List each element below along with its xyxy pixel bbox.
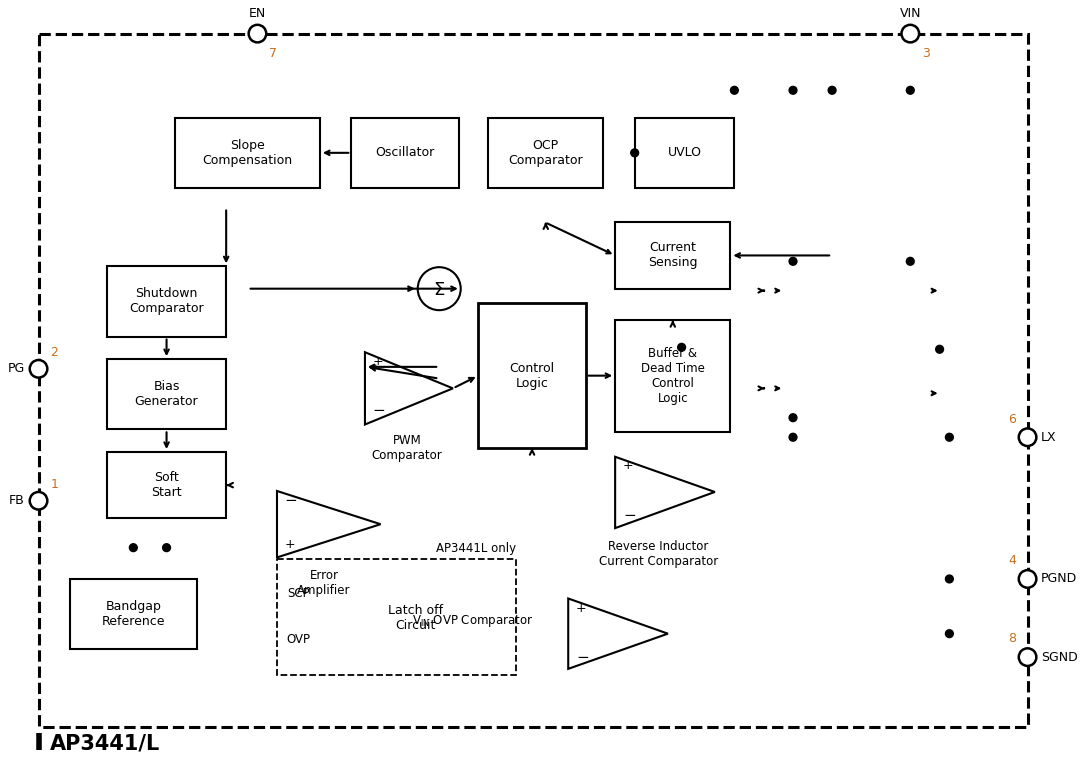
Text: 2: 2 [51, 346, 58, 359]
Circle shape [30, 360, 48, 378]
Bar [351, 118, 459, 188]
Circle shape [906, 86, 914, 94]
Bar [359, 584, 473, 653]
Bar [478, 304, 585, 448]
Bar [107, 359, 226, 429]
Text: +: + [576, 602, 586, 615]
Text: Reverse Inductor
Current Comparator: Reverse Inductor Current Comparator [598, 540, 718, 568]
Text: VIN: VIN [900, 7, 921, 20]
Circle shape [789, 433, 797, 441]
Text: −: − [285, 493, 298, 508]
Circle shape [677, 343, 686, 351]
Text: SCP: SCP [287, 587, 309, 600]
Text: Control
Logic: Control Logic [510, 362, 555, 389]
Circle shape [945, 433, 954, 441]
Text: Bandgap
Reference: Bandgap Reference [102, 600, 165, 628]
Text: SGND: SGND [1041, 650, 1078, 663]
Circle shape [163, 544, 171, 552]
Polygon shape [276, 491, 380, 558]
Polygon shape [365, 352, 453, 425]
Text: AP3441L only: AP3441L only [436, 542, 516, 555]
Circle shape [945, 630, 954, 637]
Text: PGND: PGND [1041, 572, 1078, 585]
Text: 4: 4 [1008, 554, 1016, 567]
Bar [276, 559, 516, 675]
Circle shape [1018, 428, 1037, 446]
Text: 3: 3 [922, 47, 930, 60]
Text: 1: 1 [51, 478, 58, 491]
Text: 7: 7 [269, 47, 278, 60]
Text: AP3441/L: AP3441/L [51, 733, 161, 753]
Text: +: + [623, 459, 634, 472]
Text: 6: 6 [1008, 412, 1016, 425]
Text: PG: PG [8, 363, 25, 376]
Text: UVLO: UVLO [667, 146, 702, 159]
Circle shape [935, 345, 944, 353]
Text: Latch off
Circuit: Latch off Circuit [388, 604, 443, 632]
Bar [107, 452, 226, 519]
Bar [107, 266, 226, 337]
Circle shape [789, 257, 797, 265]
Circle shape [945, 575, 954, 583]
Circle shape [30, 492, 48, 509]
Circle shape [1018, 648, 1037, 666]
Text: PWM
Comparator: PWM Comparator [372, 435, 443, 462]
Circle shape [730, 86, 739, 94]
Bar [175, 118, 320, 188]
Circle shape [418, 267, 461, 310]
Circle shape [789, 414, 797, 422]
Polygon shape [568, 598, 667, 669]
Text: Slope
Compensation: Slope Compensation [203, 138, 293, 167]
Text: Oscillator: Oscillator [376, 146, 434, 159]
Bar [488, 118, 604, 188]
Bar [616, 222, 730, 288]
Text: +: + [373, 356, 383, 369]
Text: OVP: OVP [287, 633, 311, 646]
Text: Error
Amplifier: Error Amplifier [297, 569, 351, 597]
Bar [635, 118, 734, 188]
Text: FB: FB [9, 494, 25, 507]
Text: $\Sigma$: $\Sigma$ [433, 281, 445, 298]
Circle shape [1018, 570, 1037, 588]
Text: 8: 8 [1008, 633, 1016, 646]
Text: Buffer &
Dead Time
Control
Logic: Buffer & Dead Time Control Logic [640, 347, 705, 405]
Text: OCP
Comparator: OCP Comparator [509, 138, 583, 167]
Circle shape [248, 24, 267, 42]
Circle shape [631, 149, 638, 157]
Circle shape [828, 86, 836, 94]
Text: Bias
Generator: Bias Generator [135, 380, 199, 409]
Text: −: − [373, 403, 386, 418]
Text: −: − [576, 649, 589, 665]
Circle shape [906, 257, 914, 265]
Text: +: + [285, 539, 296, 552]
Text: Shutdown
Comparator: Shutdown Comparator [130, 288, 204, 315]
Text: −: − [623, 508, 636, 523]
Polygon shape [616, 457, 715, 528]
Circle shape [902, 24, 919, 42]
Circle shape [130, 544, 137, 552]
Text: V$_{\mathregular{IN}}$ OVP Comparator: V$_{\mathregular{IN}}$ OVP Comparator [411, 613, 534, 629]
Bar [70, 579, 197, 649]
Text: EN: EN [248, 7, 266, 20]
Circle shape [789, 86, 797, 94]
Text: LX: LX [1041, 431, 1057, 444]
Bar [616, 320, 730, 432]
Text: Soft
Start: Soft Start [151, 471, 181, 499]
Text: Current
Sensing: Current Sensing [648, 242, 698, 269]
